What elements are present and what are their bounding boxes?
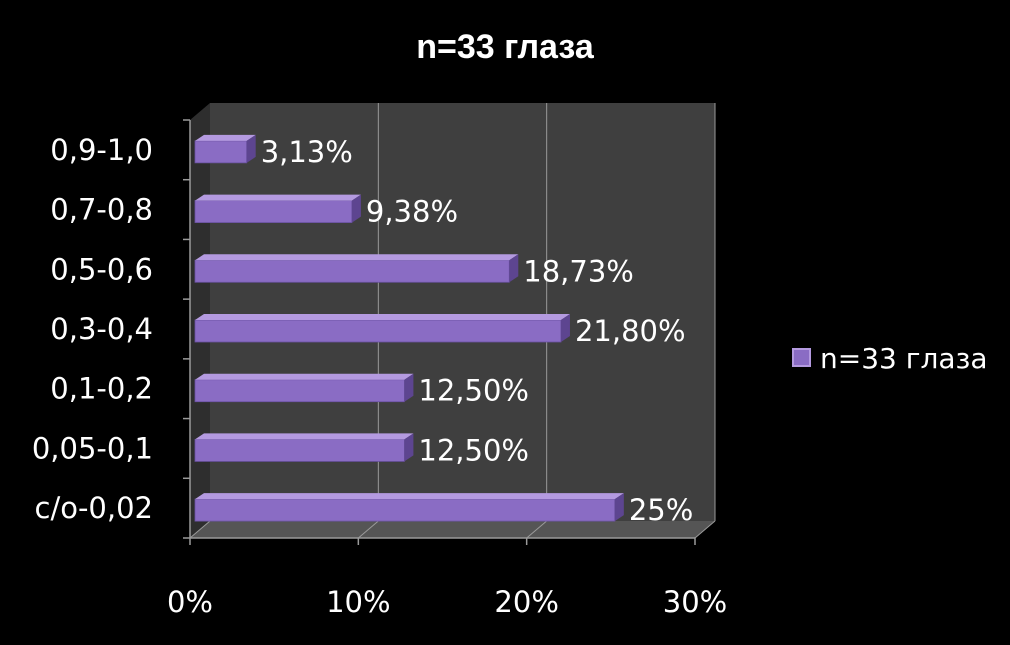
bar-end	[246, 134, 256, 163]
gridline-floor	[526, 520, 547, 539]
category-label: 0,9-1,0	[50, 133, 153, 167]
bar-top	[195, 134, 256, 141]
bar-end	[404, 373, 414, 402]
bar-end	[404, 433, 414, 462]
bar-end	[351, 194, 361, 223]
floor	[190, 521, 715, 538]
x-tick-label: 0%	[167, 585, 213, 619]
data-label: 3,13%	[261, 135, 353, 169]
bar-top	[195, 493, 624, 500]
data-label: 12,50%	[418, 374, 529, 408]
bar-top	[195, 254, 519, 261]
x-tick-label: 30%	[663, 585, 727, 619]
data-label: 12,50%	[418, 433, 529, 467]
category-label: с/о-0,02	[35, 491, 154, 525]
bar	[194, 439, 405, 462]
category-label: 0,05-0,1	[32, 431, 153, 465]
data-label: 25%	[629, 493, 693, 527]
legend-swatch	[792, 348, 811, 367]
category-label: 0,5-0,6	[50, 252, 153, 286]
category-label: 0,7-0,8	[50, 193, 153, 227]
gridline-floor	[358, 520, 379, 539]
category-label: 0,1-0,2	[50, 372, 153, 406]
bar-end	[560, 314, 570, 342]
gridline-floor	[189, 520, 211, 539]
category-label: 0,3-0,4	[50, 312, 153, 346]
labels: 0% 10% 20% 30% с/о-0,02 25% 0,05-0,1 12,50% 0,1-…	[32, 133, 727, 619]
bar	[194, 379, 405, 403]
bar-end	[614, 493, 624, 522]
bar-top	[195, 373, 414, 380]
bar	[194, 200, 353, 223]
x-tick-label: 10%	[326, 585, 390, 619]
x-tick-label: 20%	[494, 585, 558, 619]
bar	[194, 140, 248, 164]
bars	[194, 134, 624, 522]
gridline-floor	[694, 520, 716, 539]
bar	[194, 498, 616, 522]
legend-label: n=33 глаза	[820, 342, 988, 375]
bar-top	[195, 433, 414, 440]
bar-top	[195, 194, 361, 201]
chart-title: n=33 глаза	[416, 28, 595, 66]
bar	[194, 259, 510, 283]
bar-top	[195, 314, 570, 320]
legend: n=33 глаза	[792, 342, 988, 375]
data-label: 9,38%	[366, 195, 458, 229]
bar	[194, 319, 562, 343]
data-label: 18,73%	[523, 254, 634, 288]
data-label: 21,80%	[575, 314, 686, 348]
bar-end	[509, 254, 519, 283]
